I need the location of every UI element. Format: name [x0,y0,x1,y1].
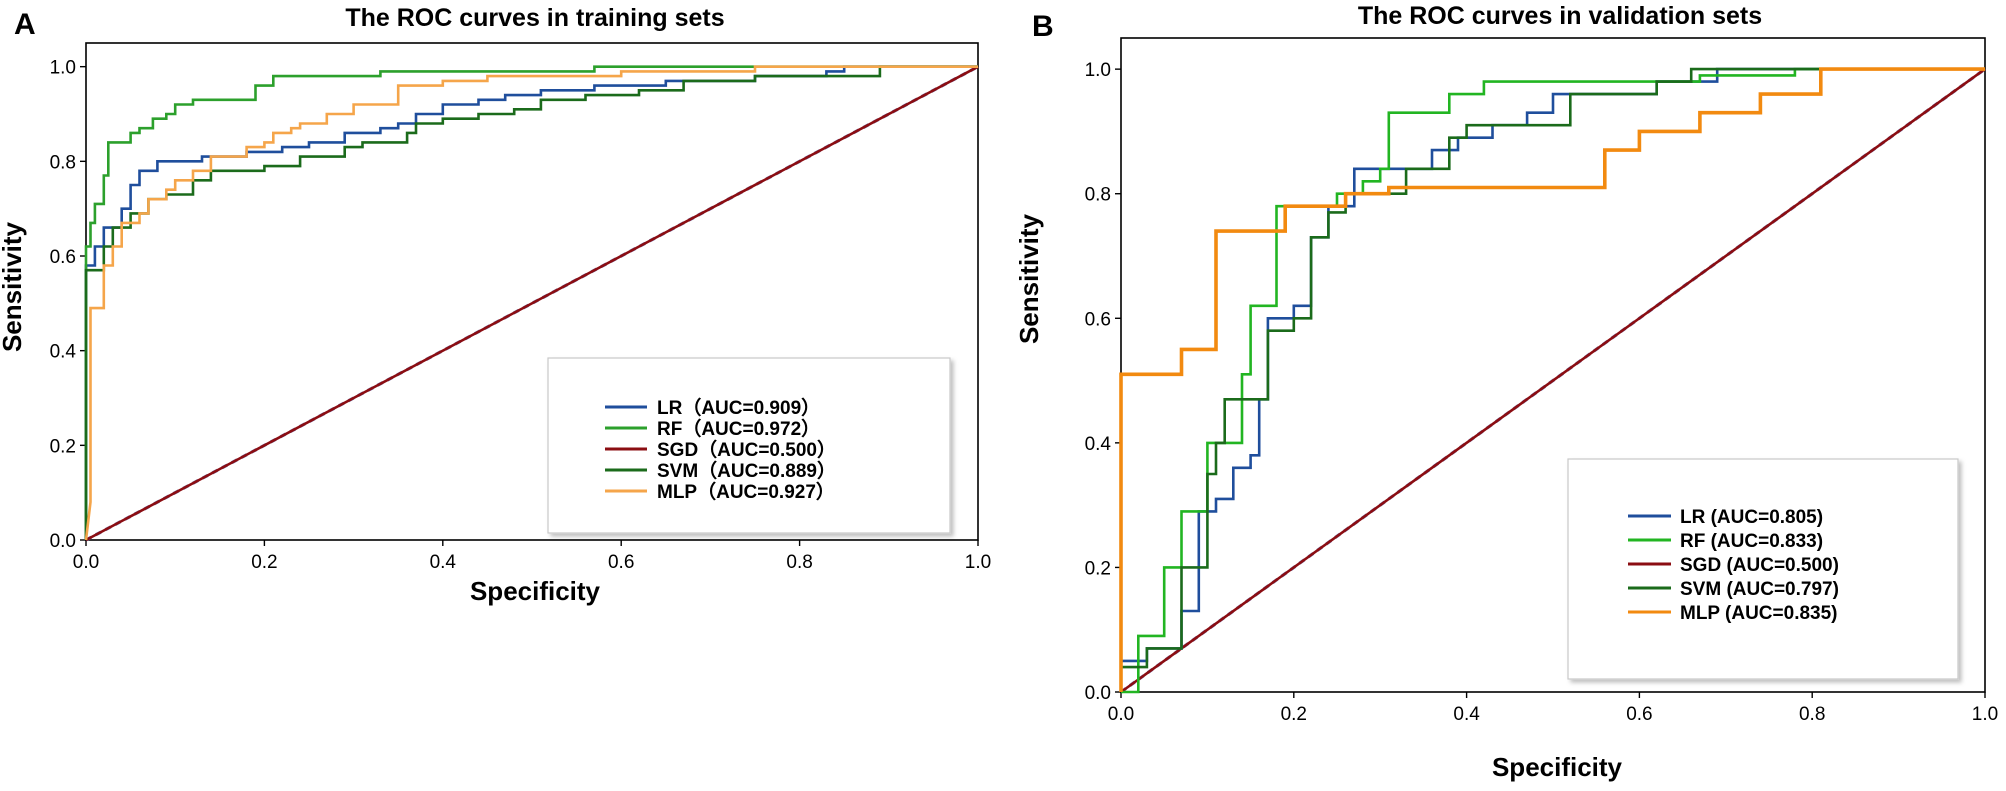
roc-chart-validation: B The ROC curves in validation sets 0.0 0… [1014,2,1998,782]
x-tick-label: 0.4 [430,552,457,573]
series-line-rf [84,65,978,540]
legend-label: SVM（AUC=0.889） [657,459,836,482]
series-line-sgd [85,65,979,542]
legend-label: RF (AUC=0.833) [1680,531,1823,552]
plot-frame [1120,37,1986,693]
legend-item-rf: RF（AUC=0.972） [605,417,820,440]
series-line-lr [84,65,978,540]
legend-box [1567,458,1959,680]
y-tick-label: 0.8 [1085,185,1111,206]
legend-label: LR (AUC=0.805) [1680,507,1823,528]
x-tick-label: 0.4 [1453,704,1480,725]
legend-item-svm: SVM（AUC=0.889） [605,459,836,482]
legend-item-mlp: MLP (AUC=0.835) [1628,603,1838,624]
plot-area: 0.0 0.2 0.4 0.6 0.8 1.0 0.0 0.2 0.4 0.6 0.8 1.0 [50,42,991,573]
legend-item-sgd: SGD (AUC=0.500) [1628,555,1839,576]
x-tick-label: 0.2 [251,552,277,573]
y-tick-label: 0.0 [50,531,76,552]
legend-item-lr: LR（AUC=0.909） [605,396,820,419]
series-line-mlp [84,65,978,541]
plot-area: 0.0 0.2 0.4 0.6 0.8 1.0 0.0 0.2 0.4 0.6 0.8 1.0 [1085,37,1998,725]
chart-title: The ROC curves in training sets [345,4,724,32]
y-axis-label: Sensitivity [0,221,27,352]
legend-item-sgd: SGD（AUC=0.500） [605,438,836,461]
roc-chart-training: A The ROC curves in training sets 0.0 0.2… [0,4,991,606]
x-tick-label: 0.2 [1281,704,1307,725]
x-tick-label: 0.0 [73,552,99,573]
chart-title: The ROC curves in validation sets [1358,2,1762,30]
legend-label: MLP（AUC=0.927） [657,480,835,503]
x-axis-label: Specificity [470,576,601,606]
legend-label: SVM (AUC=0.797) [1680,579,1839,600]
panel-label: A [14,8,36,41]
legend: LR (AUC=0.805) RF (AUC=0.833) SGD (AUC=0.5… [1567,458,1959,680]
legend-label: RF（AUC=0.972） [657,417,820,440]
legend-item-lr: LR (AUC=0.805) [1628,507,1823,528]
legend-item-rf: RF (AUC=0.833) [1628,531,1823,552]
y-tick-label: 0.4 [1085,434,1112,455]
x-tick-label: 1.0 [1972,704,1998,725]
y-tick-label: 0.8 [50,152,76,173]
legend-item-mlp: MLP（AUC=0.927） [605,480,835,503]
series-line-sgd [1120,68,1986,694]
legend-label: MLP (AUC=0.835) [1680,603,1838,624]
series-line-svm [1119,67,1985,692]
series-line-rf [1121,67,1985,694]
y-tick-label: 1.0 [50,58,76,79]
y-tick-label: 0.6 [1085,309,1111,330]
legend: LR（AUC=0.909）RF（AUC=0.972）SGD（AUC=0.500）… [547,357,951,534]
x-axis-label: Specificity [1492,752,1623,782]
x-tick-label: 0.8 [786,552,812,573]
y-tick-label: 0.4 [50,342,77,363]
y-tick-label: 0.0 [1085,683,1111,704]
legend-label: SGD（AUC=0.500） [657,438,836,461]
x-tick-label: 0.0 [1108,704,1134,725]
legend-label: LR（AUC=0.909） [657,396,820,419]
x-tick-label: 0.6 [1626,704,1652,725]
panel-label: B [1032,10,1054,43]
y-tick-label: 1.0 [1085,60,1111,81]
y-tick-label: 0.2 [1085,558,1111,579]
y-axis-label: Sensitivity [1014,213,1044,344]
y-tick-label: 0.2 [50,436,76,457]
x-tick-label: 0.6 [608,552,634,573]
y-tick-label: 0.6 [50,247,76,268]
legend-box [547,357,951,534]
series-line-mlp [1119,67,1985,692]
legend-label: SGD (AUC=0.500) [1680,555,1839,576]
x-tick-label: 0.8 [1799,704,1825,725]
x-tick-label: 1.0 [965,552,991,573]
legend-item-svm: SVM (AUC=0.797) [1628,579,1839,600]
